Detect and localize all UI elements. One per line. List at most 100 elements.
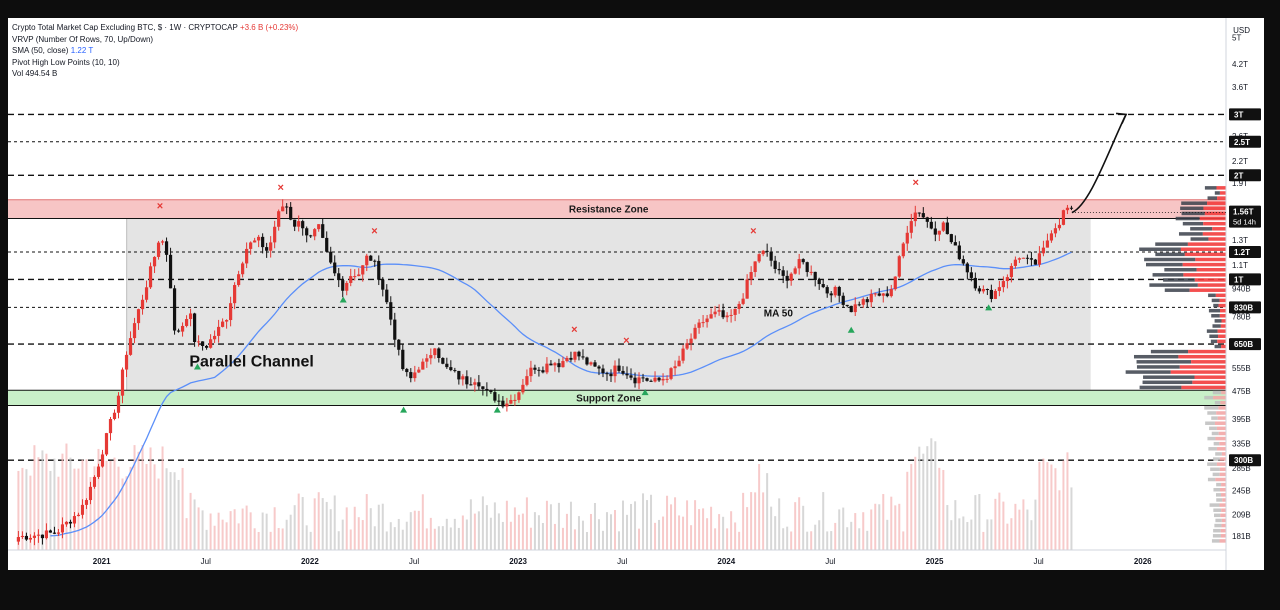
symbol-row[interactable]: Crypto Total Market Cap Excluding BTC, $… <box>12 22 298 34</box>
candle-body <box>445 363 449 368</box>
candle-body <box>541 370 545 373</box>
volume-profile-down <box>1207 411 1217 415</box>
candle-body <box>196 341 201 343</box>
volume-profile-down <box>1207 462 1217 466</box>
volume-bar <box>209 513 212 550</box>
volume-bar <box>509 521 512 550</box>
indicator-sma[interactable]: SMA (50, close) 1.22 T <box>12 45 298 57</box>
volume-profile-up <box>1217 196 1226 200</box>
candle-body <box>269 242 273 251</box>
volume-profile-up <box>1183 273 1226 277</box>
candle-body <box>341 280 345 291</box>
candle-body <box>829 293 833 296</box>
support-zone-label: Support Zone <box>576 393 641 404</box>
volume-bar <box>389 522 392 550</box>
volume-bar <box>225 522 228 550</box>
candle-body <box>20 535 25 538</box>
volume-bar <box>453 518 456 550</box>
pivot-high-marker: × <box>371 225 377 237</box>
candle-body <box>461 376 465 380</box>
candle-body <box>24 535 29 540</box>
volume-profile-up <box>1188 349 1226 354</box>
candle-body <box>853 304 857 313</box>
pivot-high-marker: × <box>278 182 284 194</box>
volume-bar <box>309 531 312 550</box>
volume-bar <box>678 515 681 550</box>
candle-body <box>140 299 145 310</box>
volume-profile-up <box>1207 201 1226 205</box>
volume-profile-down <box>1207 436 1216 441</box>
volume-profile-up <box>1212 227 1226 231</box>
volume-bar <box>690 525 693 550</box>
chart-frame: Resistance Zone Support Zone × × × × × × × Parall… <box>8 18 1264 570</box>
candle-body <box>188 313 193 320</box>
candle-body <box>1037 253 1042 265</box>
candle-body <box>901 243 905 257</box>
price-tick-label: 245B <box>1232 487 1251 496</box>
volume-bar <box>609 514 612 550</box>
candle-body <box>621 370 625 374</box>
volume-profile-up <box>1213 395 1226 400</box>
volume-bar <box>145 464 148 550</box>
volume-bar <box>846 527 849 550</box>
candle-body <box>293 219 297 227</box>
indicator-pivots[interactable]: Pivot High Low Points (10, 10) <box>12 57 298 69</box>
candle-body <box>657 377 661 381</box>
time-tick-label: 2022 <box>301 557 319 566</box>
candle-body <box>617 365 621 371</box>
volume-bar <box>605 512 608 550</box>
volume-bar <box>565 513 568 550</box>
candle-body <box>333 262 337 274</box>
volume-bar <box>133 445 136 550</box>
volume-bar <box>357 517 360 550</box>
candle-body <box>529 367 533 377</box>
volume-bar <box>613 510 616 550</box>
volume-profile-down <box>1139 385 1182 390</box>
price-badge <box>1229 246 1261 259</box>
volume-bar <box>926 446 929 550</box>
volume-profile-up <box>1221 319 1226 323</box>
volume-bar <box>205 529 208 550</box>
volume-profile-up <box>1215 436 1226 441</box>
candle-body <box>1057 224 1062 229</box>
volume-bar <box>493 502 496 550</box>
volume-profile-down <box>1210 339 1218 344</box>
price-tick-label: 940B <box>1232 285 1251 294</box>
volume-bar <box>233 509 236 550</box>
candle-body <box>229 303 233 321</box>
price-badge-label: 3T <box>1234 110 1243 119</box>
volume-profile-up <box>1197 283 1226 287</box>
currency-label[interactable]: USD <box>1233 26 1250 35</box>
candle-body <box>64 521 69 525</box>
candle-body <box>1069 207 1074 209</box>
volume-bar <box>117 466 120 550</box>
candlestick-chart[interactable]: Resistance Zone Support Zone × × × × × × × Parall… <box>8 18 1264 570</box>
volume-profile-down <box>1149 283 1198 287</box>
volume-bar <box>573 529 576 550</box>
candle-body <box>969 272 973 278</box>
volume-bar <box>962 516 965 550</box>
indicator-volume[interactable]: Vol 494.54 B <box>12 68 298 80</box>
volume-bar <box>45 453 48 550</box>
volume-profile-up <box>1218 303 1226 308</box>
candle-body <box>217 326 221 336</box>
volume-bar <box>89 477 92 550</box>
volume-bar <box>513 507 516 550</box>
candle-body <box>353 276 357 278</box>
volume-bar <box>265 513 268 550</box>
candle-body <box>661 378 665 381</box>
candle-body <box>921 213 925 218</box>
candle-body <box>40 534 45 539</box>
volume-bar <box>449 527 452 550</box>
candle-body <box>549 363 553 366</box>
volume-bar <box>658 519 661 550</box>
volume-profile-up <box>1192 380 1226 385</box>
volume-bar <box>221 519 224 550</box>
volume-bar <box>1066 452 1069 550</box>
volume-bar <box>642 493 645 550</box>
indicator-vrvp[interactable]: VRVP (Number Of Rows, 70, Up/Down) <box>12 34 298 46</box>
candle-body <box>721 310 725 318</box>
volume-bar <box>826 531 829 550</box>
pivot-low-marker <box>400 406 408 413</box>
ma50-label: MA 50 <box>764 309 794 320</box>
